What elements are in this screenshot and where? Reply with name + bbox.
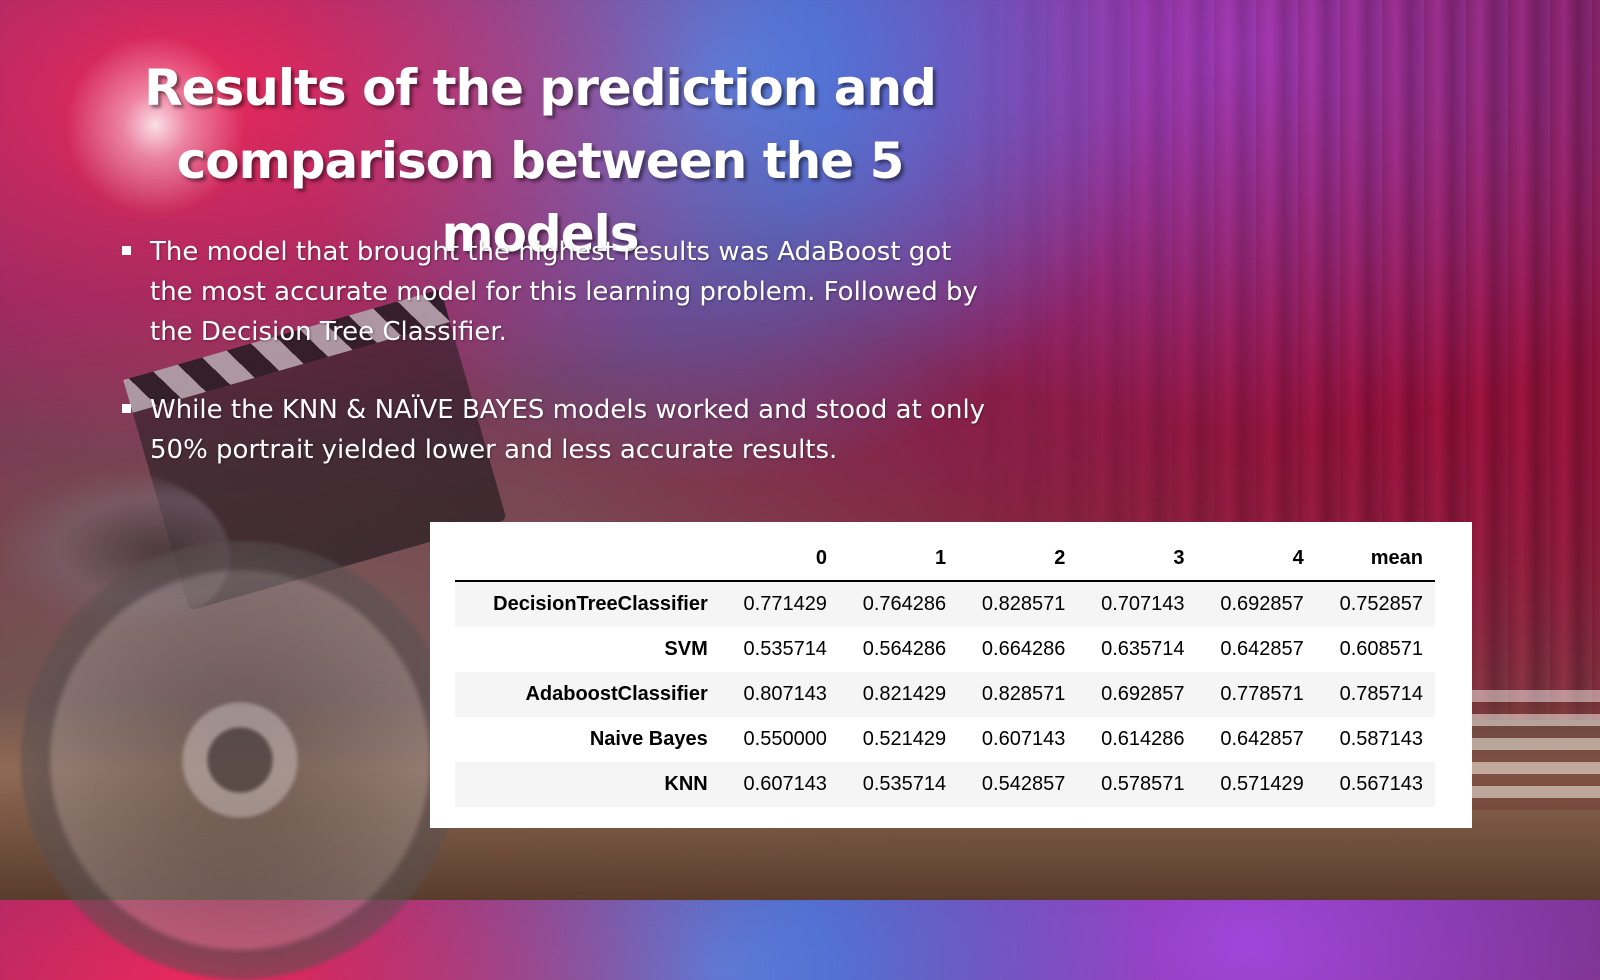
table-cell: 0.692857 bbox=[1101, 683, 1185, 705]
bullet-text: While the KNN & NAÏVE BAYES models worke… bbox=[150, 395, 986, 465]
table-cell: 0.578571 bbox=[1101, 773, 1185, 795]
column-header: 2 bbox=[958, 536, 1078, 582]
square-bullet-icon bbox=[122, 246, 131, 255]
table-cell-mean: 0.752857 bbox=[1339, 593, 1423, 615]
slide-title-line-1: Results of the prediction and bbox=[144, 59, 937, 117]
row-label: AdaboostClassifier bbox=[525, 683, 708, 705]
table-cell: 0.821429 bbox=[862, 683, 947, 705]
table-cell: 0.550000 bbox=[743, 728, 827, 750]
table-cell-mean: 0.785714 bbox=[1339, 683, 1423, 705]
table-cell: 0.635714 bbox=[1101, 638, 1185, 660]
table-row: Naive Bayes 0.550000 0.521429 0.607143 0… bbox=[455, 717, 1435, 762]
table-cell: 0.542857 bbox=[981, 773, 1066, 795]
row-label: KNN bbox=[664, 773, 708, 795]
table-cell: 0.614286 bbox=[1101, 728, 1185, 750]
table-cell: 0.764286 bbox=[862, 593, 947, 615]
table-cell: 0.807143 bbox=[743, 683, 827, 705]
table-cell-mean: 0.567143 bbox=[1339, 773, 1423, 795]
table-cell: 0.607143 bbox=[981, 728, 1066, 750]
table-cell: 0.664286 bbox=[981, 638, 1066, 660]
column-header: 3 bbox=[1077, 536, 1197, 582]
row-label: DecisionTreeClassifier bbox=[493, 593, 708, 615]
column-header-mean: mean bbox=[1315, 536, 1435, 582]
film-reel bbox=[20, 540, 460, 980]
table-cell: 0.642857 bbox=[1220, 728, 1304, 750]
table-cell: 0.521429 bbox=[862, 728, 947, 750]
table-row: SVM 0.535714 0.564286 0.664286 0.635714 … bbox=[455, 627, 1435, 672]
column-header: 0 bbox=[719, 536, 839, 582]
table-cell-mean: 0.608571 bbox=[1339, 638, 1423, 660]
slide-title-line-2: comparison between the 5 models bbox=[176, 132, 905, 263]
table-cell: 0.828571 bbox=[981, 593, 1066, 615]
column-header-blank bbox=[455, 536, 720, 582]
bullet-item: While the KNN & NAÏVE BAYES models worke… bbox=[118, 390, 998, 470]
table-row: KNN 0.607143 0.535714 0.542857 0.578571 … bbox=[455, 762, 1435, 807]
row-label: SVM bbox=[664, 638, 708, 660]
column-header: 1 bbox=[838, 536, 959, 582]
table-cell: 0.692857 bbox=[1220, 593, 1304, 615]
table-row: DecisionTreeClassifier 0.771429 0.764286… bbox=[455, 581, 1435, 627]
results-table-panel: 0 1 2 3 4 mean DecisionTreeClassifier 0.… bbox=[430, 522, 1472, 828]
bullet-list: The model that brought the highest resul… bbox=[118, 232, 998, 508]
table-cell: 0.771429 bbox=[743, 593, 827, 615]
table-cell-mean: 0.587143 bbox=[1339, 728, 1423, 750]
table-cell: 0.828571 bbox=[981, 683, 1066, 705]
bullet-item: The model that brought the highest resul… bbox=[118, 232, 998, 352]
square-bullet-icon bbox=[122, 404, 131, 413]
table-cell: 0.642857 bbox=[1220, 638, 1304, 660]
column-header: 4 bbox=[1196, 536, 1316, 582]
table-cell: 0.564286 bbox=[862, 638, 947, 660]
table-cell: 0.535714 bbox=[743, 638, 827, 660]
table-cell: 0.707143 bbox=[1101, 593, 1185, 615]
table-cell: 0.607143 bbox=[743, 773, 827, 795]
row-label: Naive Bayes bbox=[589, 728, 708, 750]
table-header-row: 0 1 2 3 4 mean bbox=[455, 536, 1435, 582]
table-row: AdaboostClassifier 0.807143 0.821429 0.8… bbox=[455, 672, 1435, 717]
slide-title: Results of the prediction and comparison… bbox=[95, 52, 985, 271]
table-cell: 0.778571 bbox=[1220, 683, 1304, 705]
table-cell: 0.535714 bbox=[862, 773, 947, 795]
bullet-text: The model that brought the highest resul… bbox=[150, 237, 978, 347]
film-camera-light bbox=[40, 30, 250, 220]
results-table: 0 1 2 3 4 mean DecisionTreeClassifier 0.… bbox=[455, 536, 1435, 807]
table-cell: 0.571429 bbox=[1220, 773, 1304, 795]
